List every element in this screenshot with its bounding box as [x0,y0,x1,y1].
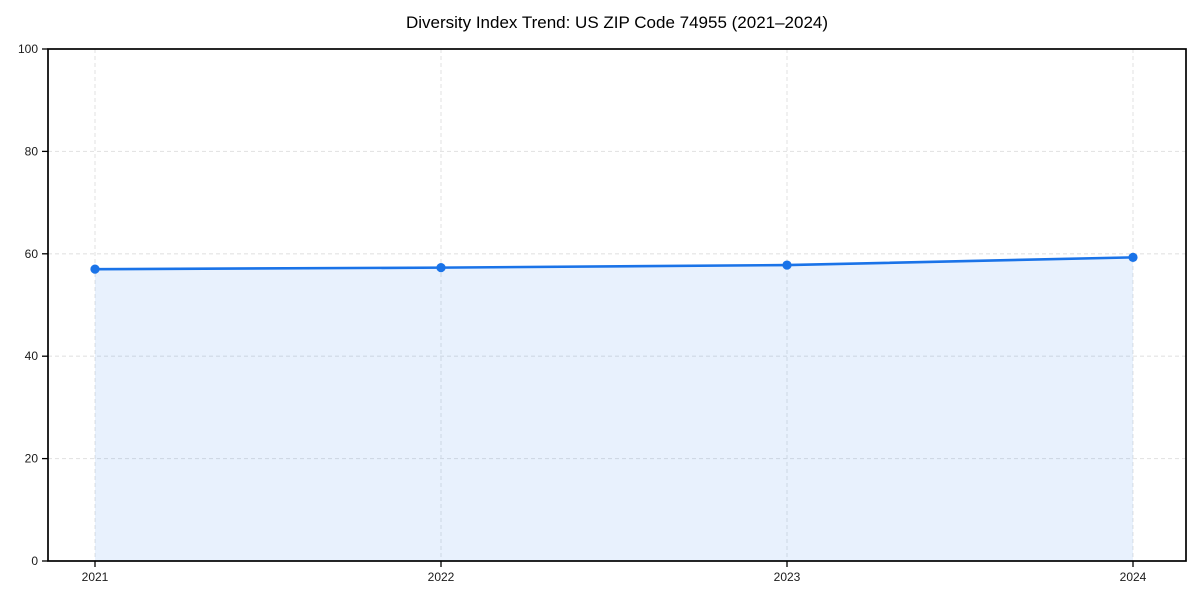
y-tick-label: 100 [18,42,38,56]
y-tick-label: 40 [25,349,39,363]
x-tick-label: 2024 [1120,570,1147,584]
chart-title: Diversity Index Trend: US ZIP Code 74955… [405,13,829,32]
y-tick-label: 0 [31,554,38,568]
x-tick-label: 2023 [774,570,801,584]
area-fill [95,257,1133,561]
y-tick-label: 80 [25,144,39,158]
plot-border [47,48,1187,562]
x-tick-label: 2021 [82,570,109,584]
data-point-marker [436,263,446,273]
x-tick-label: 2022 [428,570,455,584]
data-point-marker [1128,252,1138,262]
y-tick-label: 20 [25,452,39,466]
y-tick-label: 60 [25,247,39,261]
data-point-marker [782,260,792,270]
data-point-marker [90,264,100,274]
trend-line [93,256,1135,271]
